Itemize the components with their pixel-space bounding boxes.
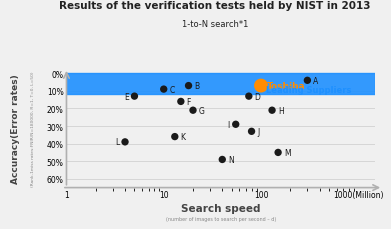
Point — [269, 109, 275, 113]
Point — [185, 84, 192, 88]
Text: I: I — [228, 120, 230, 129]
Text: Toshiba: Toshiba — [267, 82, 305, 91]
Point — [172, 135, 178, 139]
Text: L: L — [115, 138, 119, 147]
Text: K: K — [181, 133, 186, 142]
Point — [190, 109, 196, 113]
Point — [248, 130, 255, 134]
Text: (Rank-1miss rates:FNIR/N=180000, R=1, T=0, L=50): (Rank-1miss rates:FNIR/N=180000, R=1, T=… — [31, 71, 35, 186]
Point — [131, 95, 138, 98]
Point — [219, 158, 225, 162]
Point — [275, 151, 281, 155]
Point — [122, 140, 128, 144]
Text: B: B — [194, 82, 199, 91]
Text: E: E — [124, 92, 129, 101]
Point — [246, 95, 252, 98]
Text: F: F — [187, 98, 191, 106]
Point — [161, 88, 167, 92]
Text: N: N — [228, 155, 234, 164]
Text: 1-to-N search*1: 1-to-N search*1 — [182, 19, 248, 28]
Text: (number of images to search per second – d): (number of images to search per second –… — [166, 216, 276, 221]
Text: Accuracy(Error rates): Accuracy(Error rates) — [11, 74, 20, 183]
Point — [233, 123, 239, 127]
Text: A: A — [313, 76, 318, 85]
Text: Search speed: Search speed — [181, 203, 261, 213]
Point — [178, 100, 184, 104]
Text: C: C — [170, 85, 175, 94]
Text: G: G — [199, 106, 205, 115]
Text: M: M — [284, 148, 291, 157]
Point — [304, 79, 310, 83]
Bar — [66, 74, 375, 95]
Text: D: D — [255, 92, 260, 101]
Text: Leading Suppliers: Leading Suppliers — [266, 85, 352, 94]
Point — [258, 84, 264, 88]
Text: Results of the verification tests held by NIST in 2013: Results of the verification tests held b… — [59, 1, 371, 11]
Text: H: H — [278, 106, 283, 115]
Text: J: J — [257, 127, 260, 136]
